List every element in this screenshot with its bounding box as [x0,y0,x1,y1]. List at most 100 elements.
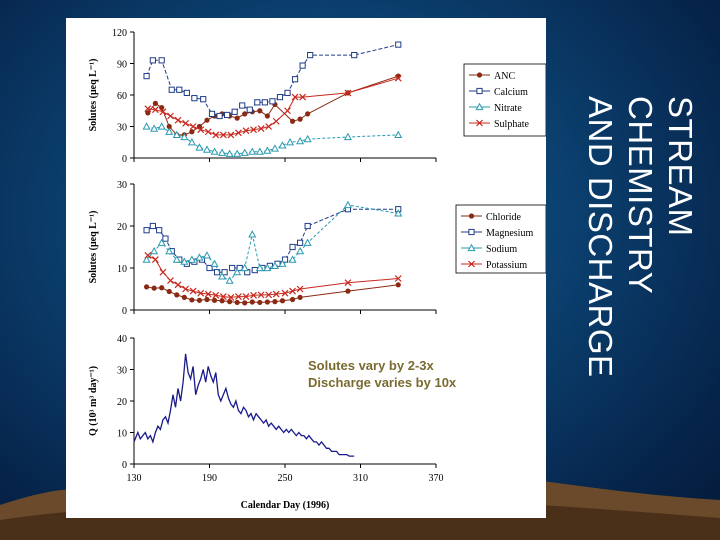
series-discharge [133,353,355,457]
data-point [159,285,165,291]
data-point [182,119,190,127]
data-point [250,291,257,299]
x-axis-label: Calendar Day (1996) [241,500,330,511]
data-point [206,264,213,272]
data-point [272,290,280,298]
data-point [195,253,204,261]
data-point [212,291,220,299]
y-tick-label: 120 [112,28,127,39]
data-point [187,255,196,263]
data-point [208,110,216,118]
data-point [159,108,167,116]
legend-label: Potassium [486,260,527,271]
data-point [196,297,203,303]
charts-svg: 0 30 60 90 120 Solutes (μeq L⁻¹) ANC Calcium Nit… [88,28,546,511]
data-point [264,299,270,305]
data-point [305,111,311,117]
data-point [263,146,272,154]
data-point [235,293,242,300]
series-sulphate [144,74,402,139]
data-point [182,285,190,293]
y-tick-label: 30 [117,180,127,191]
data-point [224,111,231,119]
data-point [270,144,279,152]
data-point [176,86,183,93]
data-point [231,108,238,115]
data-point [255,263,264,272]
y-axis-label: Solutes (μeq L⁻¹) [88,211,99,284]
data-point [278,141,287,149]
x-tick-label: 370 [429,473,444,484]
slide-title-line-2: AND DISCHARGE [582,96,619,378]
data-point [345,288,351,294]
data-point [189,297,195,303]
data-point [197,126,205,134]
y-tick-label: 10 [117,429,127,440]
data-point [165,246,174,255]
legend-label: Chloride [486,212,522,223]
data-point [143,284,150,290]
data-point [167,277,174,285]
data-point [296,246,305,255]
data-point [291,76,299,83]
data-point [234,115,240,121]
chart-2: 0 10 20 30 Solutes (μeq L⁻¹) Chloride Magnesiu… [88,180,546,317]
data-point [180,132,189,141]
data-point [200,96,207,103]
data-point [174,281,182,289]
data-point [189,287,197,295]
data-point [289,287,296,295]
data-point [202,251,212,259]
x-tick-label: 190 [202,473,217,484]
data-point [187,138,196,146]
data-point [166,123,172,130]
data-point [235,129,242,137]
data-point [246,106,253,113]
callout-line-2: Discharge varies by 10x [308,375,457,390]
data-point [272,299,278,305]
slide-title: STREAM CHEMISTRY AND DISCHARGE [582,96,700,426]
data-point [265,123,273,130]
data-point [257,125,265,133]
data-point [284,89,291,97]
data-point [291,93,299,101]
data-point [468,228,475,236]
data-point [172,130,181,138]
callout-text: Solutes vary by 2-3x Discharge varies by… [308,357,528,391]
data-point [151,285,157,291]
data-point [159,268,167,276]
data-point [144,105,152,113]
series-anc [145,73,401,138]
series-line [133,353,355,457]
data-point [248,230,257,238]
data-point [157,122,166,130]
data-point [344,279,352,287]
data-point [394,74,402,82]
x-tick-label: 130 [127,473,142,484]
data-point [285,138,295,146]
data-point [299,62,306,69]
y-axis-label: Q (10³ m³ day⁻¹) [88,366,99,436]
chart-1: 0 30 60 90 120 Solutes (μeq L⁻¹) ANC Calcium Nit… [88,28,546,165]
data-point [166,288,172,295]
data-point [289,243,296,251]
legend-label: Calcium [494,87,528,98]
data-point [168,86,175,93]
data-point [242,111,248,117]
data-point [151,106,159,114]
slide-title-line-1: STREAM CHEMISTRY [622,96,699,295]
y-tick-label: 40 [117,334,127,345]
y-tick-label: 0 [122,154,127,165]
data-point [227,131,235,139]
data-point [211,297,218,303]
data-point [234,299,240,306]
chart-3: 0 10 20 30 40 130 190 250 310 370 Q (10³ m³ day⁻¹)… [88,334,444,511]
data-point [263,263,272,272]
data-point [204,290,212,298]
data-point [395,41,402,48]
data-point [276,94,284,101]
data-point [343,200,352,209]
data-point [351,52,358,59]
data-point [145,110,151,116]
data-point [475,102,484,111]
